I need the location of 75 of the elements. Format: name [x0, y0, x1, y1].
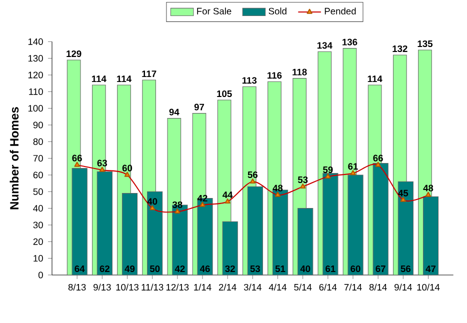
data-label: 61: [326, 265, 336, 272]
data-label: 56: [248, 171, 258, 178]
data-label: 117: [142, 70, 156, 78]
data-label: 48: [272, 184, 283, 192]
data-label: 62: [100, 265, 110, 272]
y-tick-label: 130: [28, 55, 43, 62]
data-label: 51: [275, 266, 286, 272]
data-label: 50: [150, 265, 160, 272]
data-label: 42: [197, 194, 208, 202]
data-label: 56: [400, 265, 411, 272]
legend-label: For Sale: [197, 8, 232, 14]
data-label: 60: [350, 265, 360, 272]
y-tick-label: 30: [33, 222, 43, 228]
y-tick-label: 90: [33, 122, 43, 128]
y-tick-label: 50: [33, 188, 43, 195]
data-label: 64: [74, 265, 85, 272]
y-tick-label: 80: [33, 138, 43, 145]
data-label: 46: [200, 265, 210, 272]
data-label: 47: [426, 266, 436, 272]
x-tick-label: 10/14: [417, 284, 440, 291]
data-label: 67: [376, 265, 386, 272]
x-tick-label: 8/14: [369, 284, 387, 291]
data-label: 116: [268, 72, 282, 79]
x-tick-label: 9/13: [94, 284, 111, 291]
y-tick-label: 20: [33, 238, 43, 245]
data-label: 105: [217, 90, 232, 98]
y-tick-label: 60: [33, 172, 43, 178]
y-tick-label: 40: [33, 205, 43, 212]
y-tick-label: 70: [33, 155, 43, 162]
x-tick-label: 6/14: [319, 284, 337, 291]
y-tick-label: 0: [38, 272, 43, 278]
data-label: 61: [348, 163, 358, 170]
data-label: 32: [225, 265, 235, 272]
x-tick-label: 1/14: [194, 284, 212, 291]
x-tick-label: 9/14: [394, 284, 412, 291]
data-label: 66: [373, 154, 383, 162]
x-tick-label: 12/13: [166, 284, 189, 291]
data-label: 136: [342, 38, 358, 46]
y-tick-label: 120: [28, 72, 43, 78]
data-label: 40: [300, 265, 310, 272]
data-label: 42: [174, 266, 185, 272]
y-axis-title: Number of Homes: [10, 107, 19, 210]
x-tick-label: 11/13: [142, 284, 164, 291]
data-label: 114: [92, 76, 106, 82]
data-label: 97: [194, 104, 204, 110]
data-label: 48: [423, 184, 434, 192]
data-label: 94: [169, 108, 180, 116]
y-tick-label: 140: [28, 38, 43, 45]
data-label: 132: [392, 45, 408, 52]
x-tick-label: 10/13: [116, 284, 139, 291]
legend-label: Sold: [268, 8, 286, 14]
x-tick-label: 5/14: [294, 284, 312, 291]
data-label: 53: [250, 265, 260, 272]
data-label: 134: [317, 42, 332, 49]
x-tick-label: 3/14: [244, 284, 262, 291]
legend-label: Pended: [324, 8, 356, 14]
data-label: 60: [122, 164, 132, 172]
data-label: 129: [66, 50, 82, 58]
y-tick-label: 10: [34, 255, 43, 262]
data-label: 49: [124, 265, 135, 272]
y-tick-label: 110: [29, 88, 43, 95]
data-label: 66: [72, 154, 82, 162]
data-label: 135: [418, 40, 433, 48]
data-label: 118: [292, 68, 307, 76]
x-tick-label: 7/14: [344, 284, 362, 291]
data-label: 114: [117, 76, 132, 82]
data-label: 44: [222, 192, 233, 198]
x-tick-label: 2/14: [218, 284, 236, 291]
data-label: 113: [242, 77, 257, 84]
data-label: 63: [97, 160, 108, 166]
y-tick-label: 100: [28, 105, 43, 112]
x-tick-label: 4/14: [268, 284, 287, 291]
data-label: 114: [368, 76, 382, 82]
data-label: 38: [172, 201, 182, 208]
x-tick-label: 8/13: [68, 284, 86, 291]
